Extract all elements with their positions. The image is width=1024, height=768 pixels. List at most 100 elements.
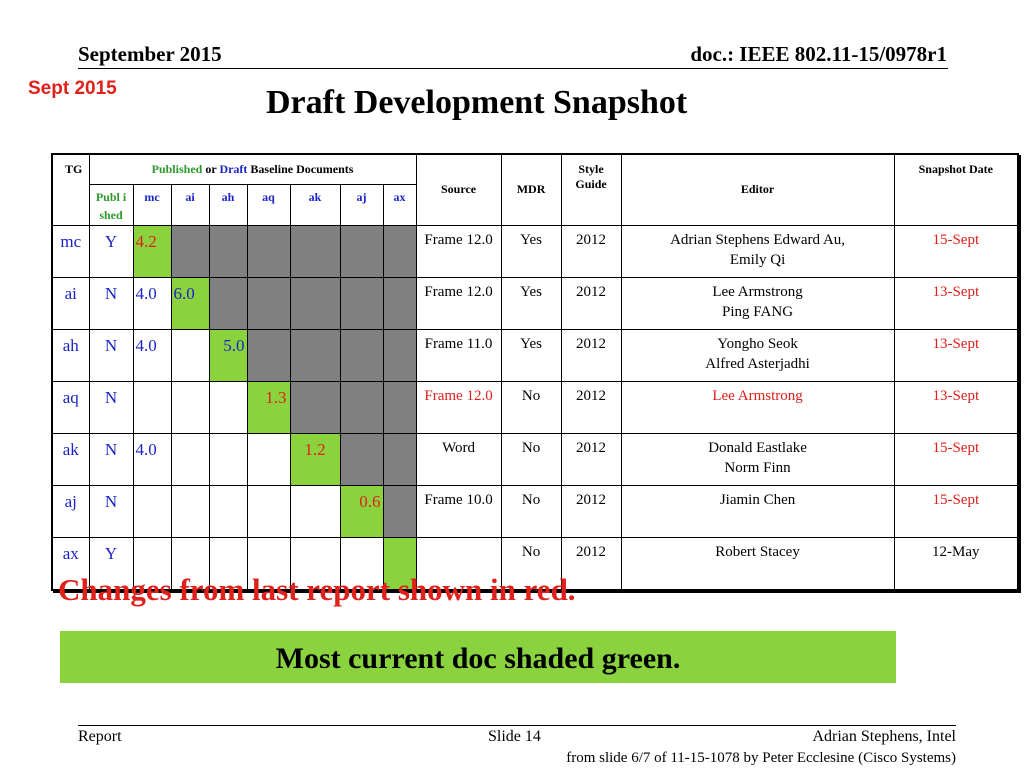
- blank-cell: [382, 432, 417, 486]
- style-cell: 2012: [560, 224, 622, 278]
- footer-slide-number: Slide 14: [488, 728, 541, 745]
- header-rule: [78, 68, 948, 69]
- style-cell: 2012: [560, 328, 622, 382]
- subheader-ax: ax: [382, 183, 417, 226]
- tg-cell: ak: [51, 432, 90, 486]
- version-cell: 0.6: [339, 484, 384, 538]
- or-word: or: [202, 162, 220, 176]
- snapshot-date-header: Snapshot Date: [893, 153, 1019, 226]
- version-cell: 4.0: [132, 276, 172, 330]
- date-cell: 12-May: [893, 536, 1019, 590]
- mdr-cell: No: [500, 380, 562, 434]
- blank-cell: [208, 276, 248, 330]
- blank-cell: [132, 484, 172, 538]
- blank-cell: [382, 536, 417, 590]
- blank-cell: [246, 484, 291, 538]
- editor-cell: Robert Stacey: [620, 536, 895, 590]
- blank-cell: [339, 536, 384, 590]
- style-cell: 2012: [560, 484, 622, 538]
- baseline-rest: Baseline Documents: [247, 162, 354, 176]
- published-cell: N: [88, 484, 134, 538]
- footer-rule: [78, 725, 956, 726]
- style-guide-header: Style Guide: [560, 153, 622, 226]
- editor-cell: Adrian Stephens Edward Au, Emily Qi: [620, 224, 895, 278]
- blank-cell: [289, 224, 341, 278]
- blank-cell: [170, 432, 210, 486]
- table-row: aq N 1.3 Frame 12.0 No 2012 Lee Armstron…: [51, 380, 1019, 434]
- table-row: ak N 4.0 1.2 Word No 2012 Donald Eastlak…: [51, 432, 1019, 486]
- style-cell: 2012: [560, 276, 622, 330]
- tg-cell: mc: [51, 224, 90, 278]
- mdr-cell: No: [500, 484, 562, 538]
- blank-cell: [289, 380, 341, 434]
- tg-cell: aq: [51, 380, 90, 434]
- table-row: ah N 4.0 5.0 Frame 11.0 Yes 2012 Yongho …: [51, 328, 1019, 382]
- footer-report: Report: [78, 728, 122, 745]
- editor-cell: Jiamin Chen: [620, 484, 895, 538]
- blank-cell: [170, 224, 210, 278]
- style-cell: 2012: [560, 536, 622, 590]
- editor-cell: Lee Armstrong: [620, 380, 895, 434]
- subheader-mc: mc: [132, 183, 172, 226]
- published-cell: N: [88, 432, 134, 486]
- style-cell: 2012: [560, 432, 622, 486]
- blank-cell: [170, 536, 210, 590]
- date-cell: 13-Sept: [893, 276, 1019, 330]
- published-word: Published: [151, 162, 203, 176]
- blank-cell: [382, 276, 417, 330]
- blank-cell: [246, 328, 291, 382]
- editor-cell: Yongho Seok Alfred Asterjadhi: [620, 328, 895, 382]
- footer-author: Adrian Stephens, Intel: [812, 728, 956, 745]
- subheader-ai: ai: [170, 183, 210, 226]
- footer-source: from slide 6/7 of 11-15-1078 by Peter Ec…: [566, 750, 956, 766]
- blank-cell: [289, 536, 341, 590]
- tg-cell: ah: [51, 328, 90, 382]
- table-row: ai N 4.0 6.0 Frame 12.0 Yes 2012 Lee Arm…: [51, 276, 1019, 330]
- date-cell: 15-Sept: [893, 224, 1019, 278]
- blank-cell: [289, 276, 341, 330]
- blank-cell: [208, 484, 248, 538]
- published-cell: N: [88, 276, 134, 330]
- blank-cell: [289, 484, 341, 538]
- source-cell: Frame 12.0: [415, 380, 502, 434]
- version-cell: 1.2: [289, 432, 341, 486]
- mdr-cell: Yes: [500, 224, 562, 278]
- blank-cell: [339, 276, 384, 330]
- subheader-aj: aj: [339, 183, 384, 226]
- blank-cell: [246, 276, 291, 330]
- source-cell: Word: [415, 432, 502, 486]
- baseline-header: Published or Draft Baseline Documents: [88, 153, 417, 185]
- published-cell: Y: [88, 536, 134, 590]
- blank-cell: [339, 432, 384, 486]
- version-cell: 4.0: [132, 328, 172, 382]
- version-cell: 6.0: [170, 276, 210, 330]
- blank-cell: [208, 224, 248, 278]
- blank-cell: [339, 380, 384, 434]
- blank-cell: [289, 328, 341, 382]
- mdr-cell: No: [500, 432, 562, 486]
- subheader-ah: ah: [208, 183, 248, 226]
- source-header: Source: [415, 153, 502, 226]
- header-doc-id: doc.: IEEE 802.11-15/0978r1: [690, 42, 947, 66]
- snapshot-table: TG Published or Draft Baseline Documents…: [51, 153, 1020, 591]
- date-cell: 15-Sept: [893, 432, 1019, 486]
- tg-header: TG: [51, 153, 90, 226]
- blank-cell: [208, 380, 248, 434]
- mdr-cell: No: [500, 536, 562, 590]
- blank-cell: [246, 432, 291, 486]
- source-cell: Frame 10.0: [415, 484, 502, 538]
- source-cell: Frame 11.0: [415, 328, 502, 382]
- changes-note: Changes from last report shown in red.: [58, 572, 576, 607]
- blank-cell: [382, 484, 417, 538]
- blank-cell: [170, 328, 210, 382]
- mdr-header: MDR: [500, 153, 562, 226]
- header-date: September 2015: [78, 42, 222, 66]
- date-cell: 13-Sept: [893, 328, 1019, 382]
- tg-cell: aj: [51, 484, 90, 538]
- editor-cell: Donald Eastlake Norm Finn: [620, 432, 895, 486]
- blank-cell: [246, 536, 291, 590]
- version-cell: 4.0: [132, 432, 172, 486]
- blank-cell: [339, 328, 384, 382]
- published-subheader: Publ ished: [88, 183, 134, 226]
- blank-cell: [382, 224, 417, 278]
